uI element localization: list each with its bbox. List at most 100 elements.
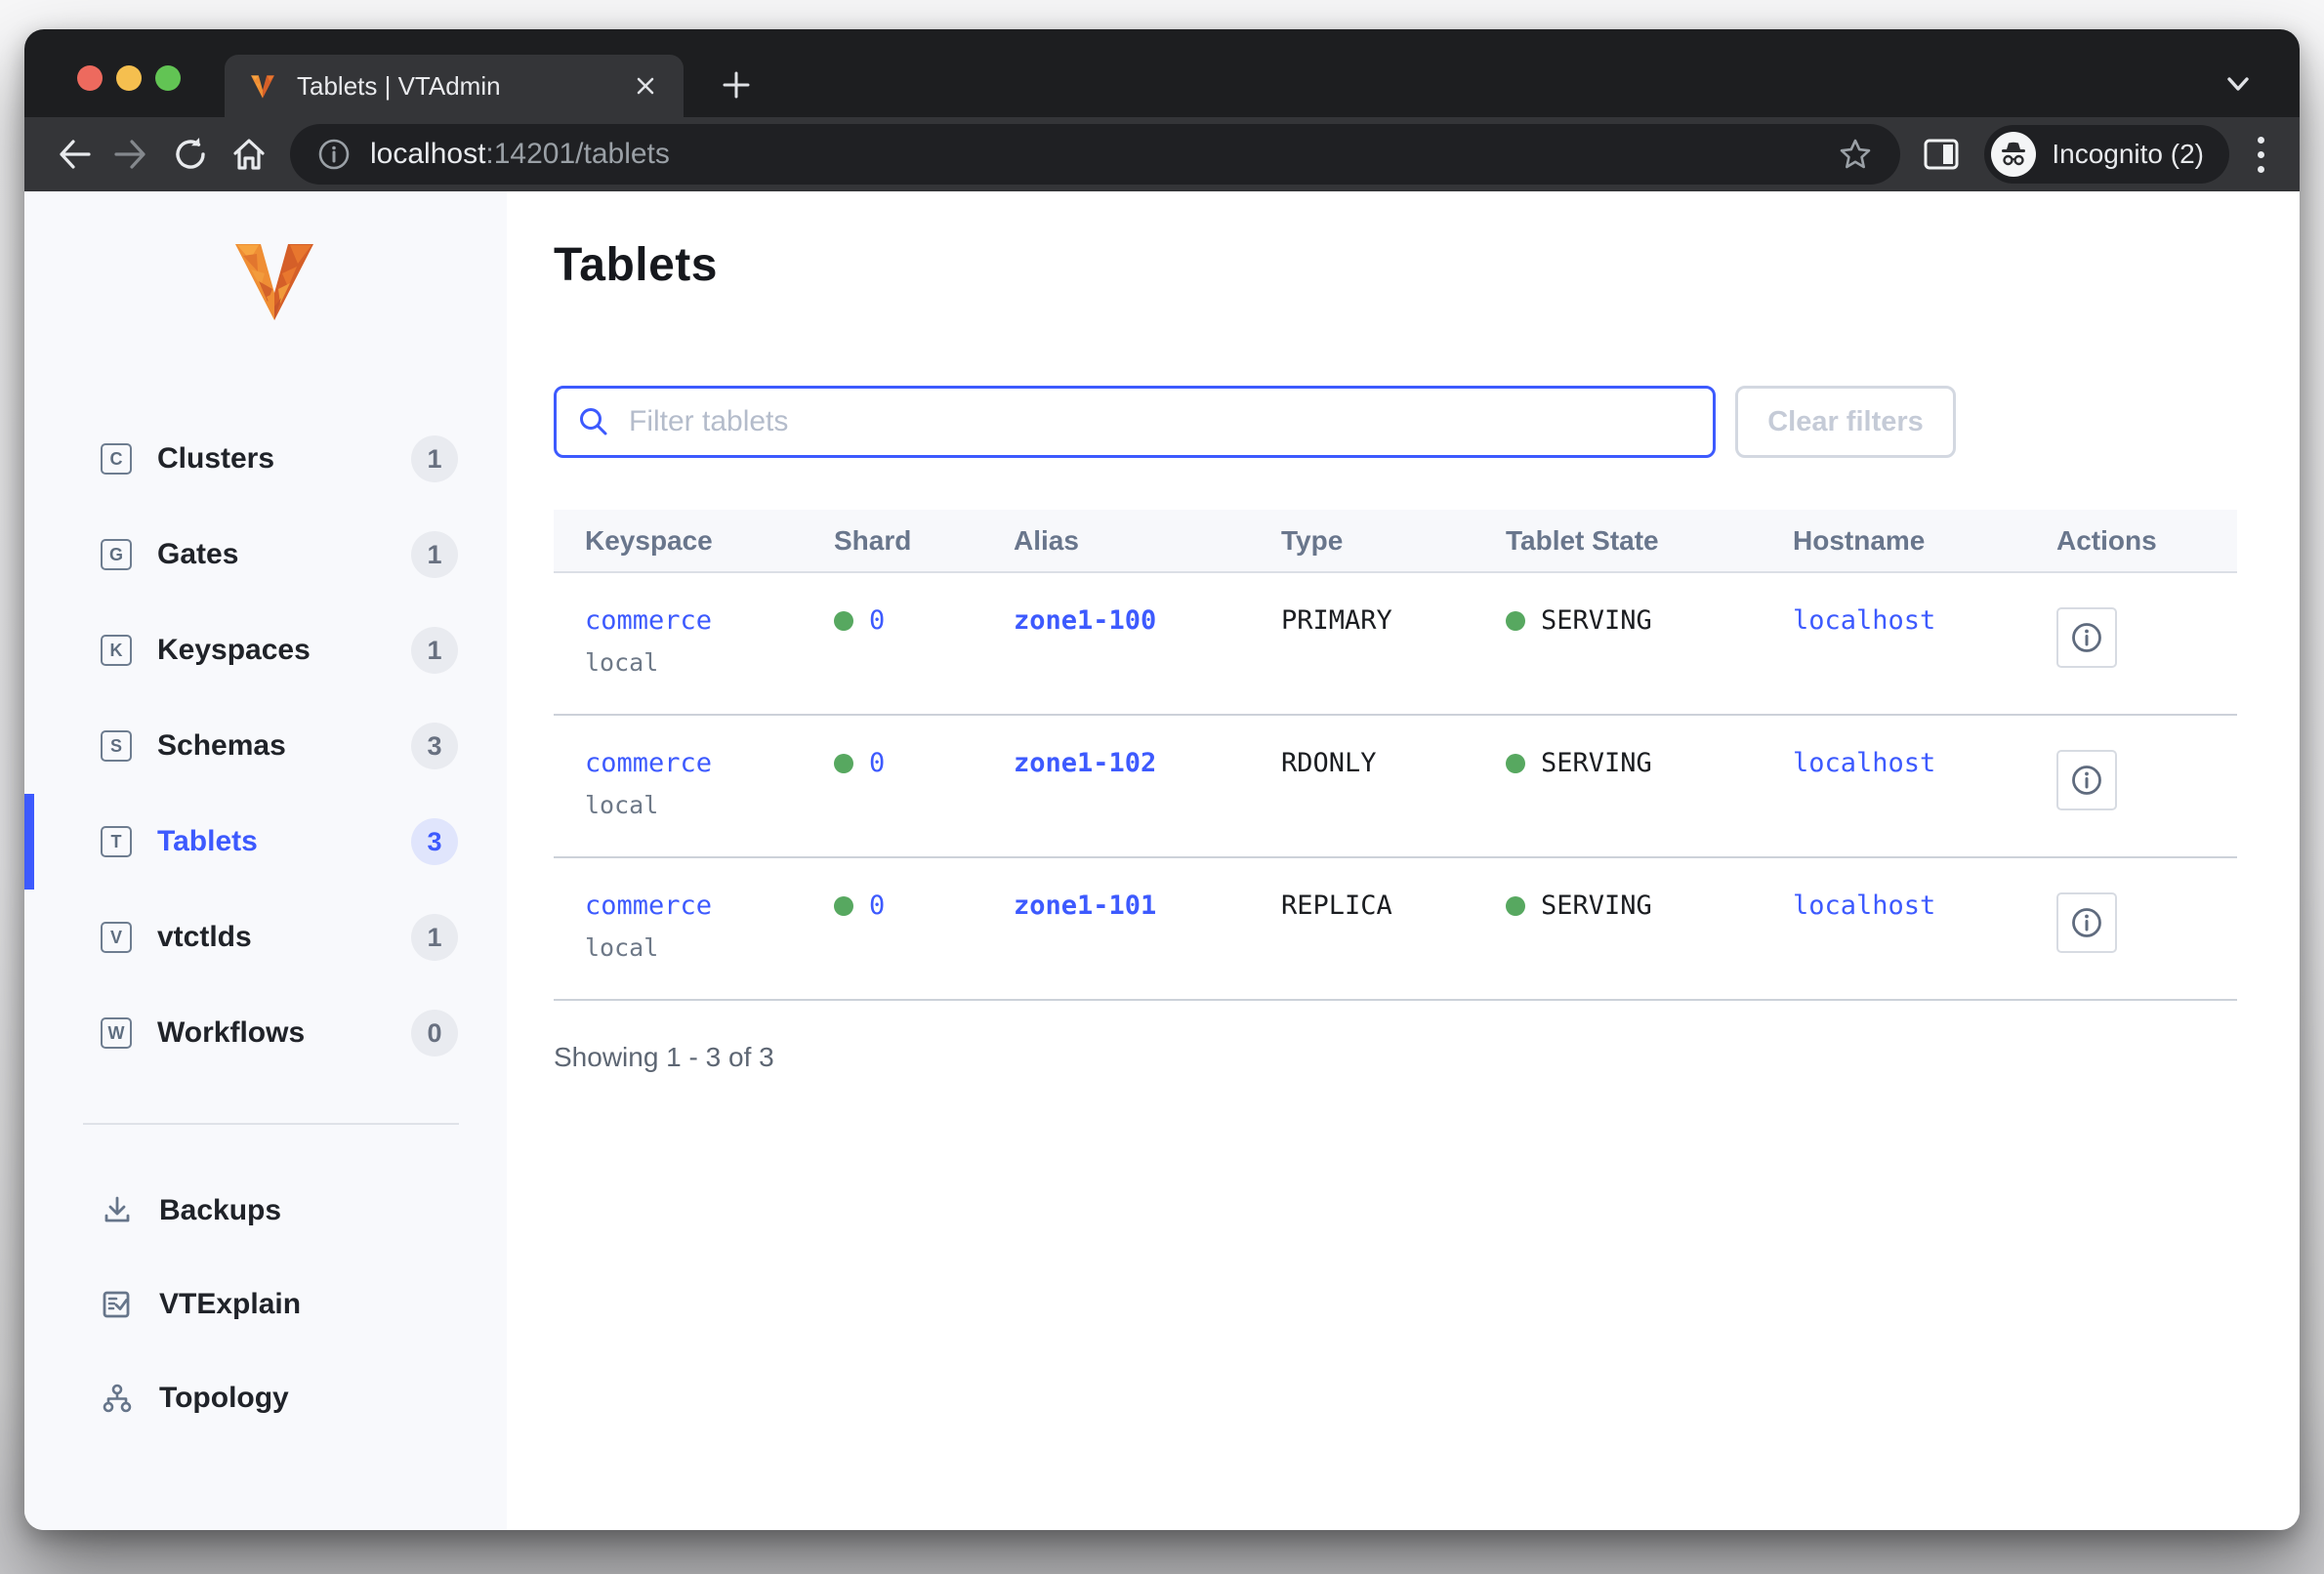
main-content: Tablets Clear filters	[507, 191, 2300, 1530]
incognito-icon	[1991, 132, 2037, 177]
shard-status-dot	[834, 895, 853, 916]
shard-status-dot	[834, 610, 853, 631]
back-button[interactable]	[50, 131, 97, 178]
window-zoom-button[interactable]	[155, 65, 181, 91]
sidebar-item-vtctlds[interactable]: V vtctlds 1	[24, 890, 507, 985]
search-icon	[575, 403, 612, 440]
alias-link[interactable]: zone1-101	[1014, 891, 1157, 921]
vtadmin-app: C Clusters 1 G Gates 1 K Keyspaces 1	[24, 191, 2300, 1530]
hostname-link[interactable]: localhost	[1793, 891, 1936, 921]
clusters-icon: C	[101, 443, 132, 475]
tablet-type: REPLICA	[1281, 891, 1392, 921]
vitess-logo	[226, 230, 323, 328]
tablet-actions-button[interactable]	[2056, 892, 2117, 953]
shard-link[interactable]: 0	[869, 605, 886, 636]
tab-search-chevron-icon[interactable]	[2221, 72, 2255, 98]
sidebar-item-gates[interactable]: G Gates 1	[24, 507, 507, 602]
page-title: Tablets	[554, 239, 718, 291]
cluster-label: local	[585, 791, 659, 819]
keyspace-link[interactable]: commerce	[585, 748, 713, 778]
forward-button[interactable]	[108, 131, 155, 178]
tablet-type: PRIMARY	[1281, 605, 1392, 636]
tablet-state: SERVING	[1541, 748, 1652, 778]
shard-link[interactable]: 0	[869, 748, 886, 778]
window-controls	[77, 65, 181, 91]
shard-status-dot	[834, 753, 853, 773]
table-row: commerce local 0 zone1-100 PRIMARY SERVI…	[554, 572, 2237, 716]
cluster-label: local	[585, 648, 659, 677]
sidebar-item-topology[interactable]: Topology	[24, 1351, 507, 1445]
tablet-actions-button[interactable]	[2056, 750, 2117, 810]
alias-link[interactable]: zone1-100	[1014, 605, 1157, 636]
tab-close-icon[interactable]	[631, 71, 660, 101]
new-tab-button[interactable]	[720, 68, 753, 102]
browser-window: Tablets | VTAdmin	[24, 29, 2300, 1530]
home-button[interactable]	[226, 131, 272, 178]
count-badge: 1	[411, 627, 458, 674]
sidebar-item-clusters[interactable]: C Clusters 1	[24, 411, 507, 507]
table-row: commerce local 0 zone1-102 RDONLY SERVIN…	[554, 715, 2237, 858]
filter-tablets-input[interactable]	[554, 386, 1716, 458]
incognito-label: Incognito (2)	[2052, 139, 2204, 169]
count-badge: 1	[411, 435, 458, 482]
sidebar-item-tablets[interactable]: T Tablets 3	[24, 794, 507, 890]
reload-button[interactable]	[167, 131, 214, 178]
table-header-row: Keyspace Shard Alias Type Tablet State H…	[554, 510, 2237, 573]
vtctlds-icon: V	[101, 922, 132, 953]
count-badge: 1	[411, 914, 458, 961]
active-indicator	[24, 794, 34, 890]
url-host: localhost	[370, 138, 486, 170]
download-icon	[101, 1194, 134, 1227]
column-header-alias: Alias	[1014, 510, 1281, 573]
keyspace-link[interactable]: commerce	[585, 605, 713, 636]
browser-toolbar: localhost:14201/tablets	[24, 117, 2300, 191]
url-path: :14201/tablets	[485, 138, 670, 170]
state-status-dot	[1506, 895, 1525, 916]
hostname-link[interactable]: localhost	[1793, 748, 1936, 778]
column-header-actions: Actions	[2056, 510, 2237, 573]
side-panel-button[interactable]	[1918, 131, 1965, 178]
schemas-icon: S	[101, 730, 132, 762]
incognito-badge[interactable]: Incognito (2)	[1984, 125, 2229, 184]
bookmark-star-icon[interactable]	[1838, 137, 1873, 172]
hostname-link[interactable]: localhost	[1793, 605, 1936, 636]
sidebar-item-keyspaces[interactable]: K Keyspaces 1	[24, 602, 507, 698]
sidebar-item-schemas[interactable]: S Schemas 3	[24, 698, 507, 794]
sidebar-item-vtexplain[interactable]: VTExplain	[24, 1258, 507, 1351]
tablet-type: RDONLY	[1281, 748, 1377, 778]
table-row: commerce local 0 zone1-101 REPLICA SERVI…	[554, 857, 2237, 1001]
window-minimize-button[interactable]	[116, 65, 142, 91]
sidebar-item-backups[interactable]: Backups	[24, 1164, 507, 1258]
sidebar-divider	[83, 1123, 459, 1125]
column-header-type: Type	[1281, 510, 1506, 573]
column-header-tablet-state: Tablet State	[1506, 510, 1793, 573]
sidebar-item-workflows[interactable]: W Workflows 0	[24, 985, 507, 1081]
gates-icon: G	[101, 539, 132, 570]
browser-menu-button[interactable]	[2241, 131, 2280, 178]
vitess-favicon	[248, 71, 277, 101]
tablet-state: SERVING	[1541, 891, 1652, 921]
column-header-hostname: Hostname	[1793, 510, 2056, 573]
state-status-dot	[1506, 753, 1525, 773]
tablet-state: SERVING	[1541, 605, 1652, 636]
window-close-button[interactable]	[77, 65, 103, 91]
document-check-icon	[101, 1288, 134, 1321]
results-summary: Showing 1 - 3 of 3	[554, 1042, 774, 1072]
sidebar-tools: Backups VTExplain	[24, 1164, 507, 1445]
site-info-icon[interactable]	[317, 138, 351, 171]
keyspace-link[interactable]: commerce	[585, 891, 713, 921]
tablet-actions-button[interactable]	[2056, 607, 2117, 668]
address-bar[interactable]: localhost:14201/tablets	[290, 124, 1901, 185]
tab-title: Tablets | VTAdmin	[297, 70, 501, 101]
browser-tab[interactable]: Tablets | VTAdmin	[225, 55, 684, 117]
shard-link[interactable]: 0	[869, 891, 886, 921]
tablets-icon: T	[101, 826, 132, 857]
cluster-label: local	[585, 933, 659, 962]
clear-filters-button[interactable]: Clear filters	[1735, 386, 1956, 458]
column-header-shard: Shard	[834, 510, 1014, 573]
alias-link[interactable]: zone1-102	[1014, 748, 1157, 778]
keyspaces-icon: K	[101, 635, 132, 666]
count-badge: 0	[411, 1010, 458, 1056]
tab-strip: Tablets | VTAdmin	[24, 29, 2300, 117]
